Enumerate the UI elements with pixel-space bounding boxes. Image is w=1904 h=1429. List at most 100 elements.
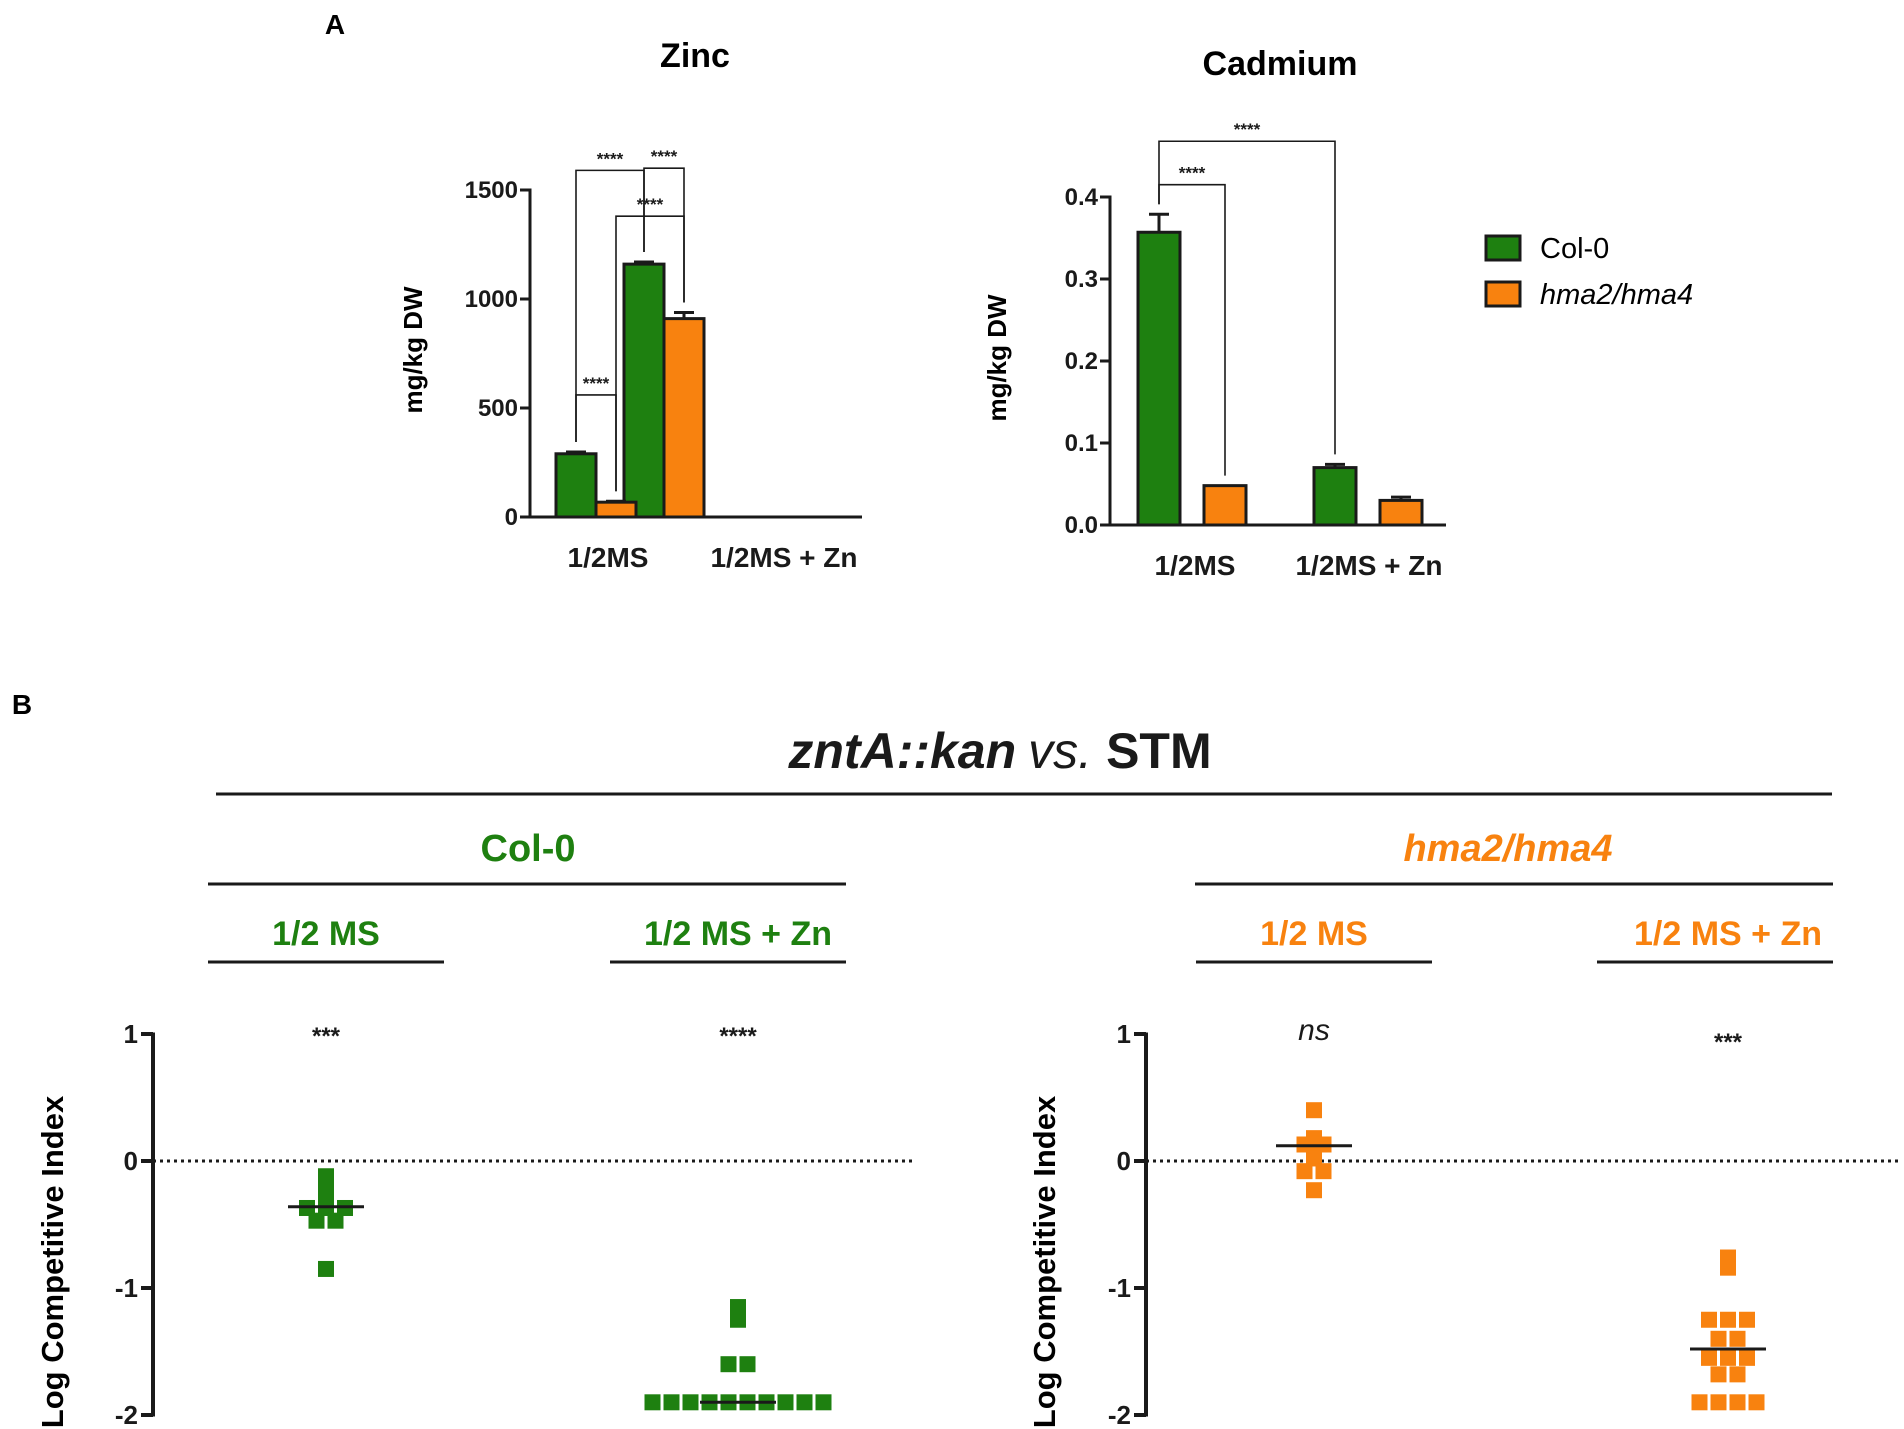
ci_hma-data-point-1: [1729, 1330, 1746, 1347]
cadmium-bar-1-1: [1378, 498, 1424, 527]
ci-hma-y-label: Log Competitive Index: [1027, 1095, 1062, 1428]
cadmium-bar-chart: Cadmium mg/kg DW 0.0 0.1 0.2 0.3 0.4 1/2MS 1/2…: [982, 45, 1446, 581]
panel-b-header: zntA::kan vs. STM Col-0 hma2/hma4 1/2 MS 1…: [208, 723, 1833, 964]
title-vs: vs.: [1028, 723, 1092, 779]
ci_col0-sig-label-1: ****: [719, 1023, 757, 1050]
zinc-sig-label: ****: [651, 147, 678, 166]
legend-label-hma: hma2/hma4: [1540, 279, 1693, 311]
zinc-y-tick-label: 1000: [465, 286, 518, 313]
ci_hma-y-tick-label: -2: [1108, 1400, 1131, 1429]
panel-b-label: B: [12, 689, 32, 720]
ci_col0-data-point-1: [777, 1394, 794, 1411]
legend-swatch-hma: [1484, 280, 1522, 308]
ci_hma-data-point-0: [1306, 1182, 1322, 1199]
ci_hma-data-point-0: [1296, 1163, 1313, 1180]
ci_col0-data-point-0: [308, 1212, 325, 1229]
legend: Col-0 hma2/hma4: [1484, 233, 1693, 311]
cadmium-sig-bracket: [1158, 140, 1336, 455]
zinc-y-tick-label: 0: [505, 504, 518, 531]
cadmium-y-tick-label: 0.1: [1065, 430, 1098, 457]
zinc-sig-label: ****: [637, 195, 664, 214]
cadmium-y-label: mg/kg DW: [982, 294, 1012, 422]
ci_col0-data-point-0: [318, 1260, 334, 1277]
ci_col0-y-tick-label: 1: [124, 1019, 138, 1049]
zinc-bar-0-1: [622, 262, 666, 519]
ci_col0-y-tick-label: -1: [115, 1273, 138, 1303]
ci_col0-data-point-1: [730, 1311, 746, 1328]
ci_col0-sig-label-0: ***: [312, 1023, 341, 1050]
ci_col0-data-point-1: [720, 1356, 737, 1373]
ci_col0-data-point-0: [327, 1212, 344, 1229]
ci_hma-sig-label-0: ns: [1298, 1014, 1330, 1047]
ci_hma-data-point-1: [1729, 1366, 1746, 1383]
zinc-category-label: 1/2MS: [568, 542, 649, 573]
ci_hma-data-point-1: [1710, 1366, 1727, 1383]
genotype-label-col0: Col-0: [481, 828, 576, 870]
condition-label-col0-ms: 1/2 MS: [272, 915, 380, 953]
ci_col0-data-point-1: [644, 1394, 661, 1411]
ci_col0-data-point-1: [730, 1299, 746, 1316]
ci_col0-data-point-0: [318, 1168, 334, 1185]
ci_col0-data-point-1: [682, 1394, 699, 1411]
ci_hma-data-point-0: [1306, 1150, 1322, 1167]
cadmium-category-label: 1/2MS + Zn: [1295, 550, 1442, 581]
ci_hma-y-tick-label: -1: [1108, 1273, 1131, 1303]
cadmium-sig-label: ****: [1234, 120, 1261, 139]
genotype-label-hma: hma2/hma4: [1403, 828, 1612, 870]
ci_hma-data-point-1: [1739, 1311, 1755, 1328]
legend-swatch-col0: [1484, 234, 1522, 262]
ci-col0-y-label: Log Competitive Index: [35, 1095, 70, 1428]
ci_col0-y-tick-label: -2: [115, 1400, 138, 1429]
zinc-sig-bracket: [615, 215, 685, 492]
zinc-sig-label: ****: [583, 374, 610, 393]
ci_hma-data-point-0: [1306, 1102, 1322, 1119]
title-strain: zntA::kan: [787, 723, 1016, 779]
ci_hma-y-tick-label: 1: [1117, 1019, 1131, 1049]
cadmium-y-tick-label: 0.4: [1065, 184, 1099, 211]
cadmium-title: Cadmium: [1203, 45, 1358, 83]
ci_col0-data-point-1: [815, 1394, 832, 1411]
ci_col0-data-point-1: [739, 1356, 756, 1373]
ci_col0-data-point-1: [796, 1394, 813, 1411]
legend-label-col0: Col-0: [1540, 233, 1609, 265]
title-ref: STM: [1106, 723, 1212, 779]
ci_hma-data-point-1: [1710, 1394, 1727, 1411]
ci_hma-data-point-1: [1720, 1349, 1736, 1366]
cadmium-y-tick-label: 0.3: [1065, 266, 1098, 293]
cadmium-y-tick-label: 0.2: [1065, 348, 1098, 375]
zinc-y-tick-label: 1500: [465, 177, 518, 204]
cadmium-bar-0-1: [1312, 466, 1358, 527]
condition-label-hma-ms: 1/2 MS: [1260, 915, 1368, 953]
ci-hma-scatter-chart: Log Competitive Index -2 -1 0 1 ns ***: [1027, 1014, 1900, 1429]
panel-a-label: A: [325, 9, 345, 40]
ci_hma-data-point-1: [1691, 1394, 1708, 1411]
zinc-y-label: mg/kg DW: [398, 286, 428, 414]
ci_hma-data-point-1: [1748, 1394, 1765, 1411]
cadmium-bar-0-0: [1136, 230, 1182, 527]
cadmium-sig-label: ****: [1179, 164, 1206, 183]
zinc-bar-chart: Zinc mg/kg DW 0 500 1000 1500 1/2MS 1/2MS + Z…: [398, 37, 862, 573]
ci_col0-data-point-1: [663, 1394, 680, 1411]
ci_hma-y-tick-label: 0: [1117, 1146, 1131, 1176]
ci_hma-data-point-0: [1315, 1163, 1332, 1180]
ci_hma-data-point-1: [1729, 1394, 1746, 1411]
ci_hma-data-point-1: [1720, 1311, 1736, 1328]
zinc-bar-0-0: [554, 452, 598, 519]
panel-b-title: zntA::kan vs. STM: [787, 723, 1211, 779]
ci-col0-scatter-chart: Log Competitive Index -2-101 *** ****: [35, 1019, 912, 1429]
condition-label-hma-zn: 1/2 MS + Zn: [1634, 915, 1822, 953]
ci_hma-data-point-1: [1710, 1330, 1727, 1347]
zinc-bar-1-1: [662, 317, 706, 519]
ci_hma-data-point-1: [1739, 1349, 1755, 1366]
ci_hma-data-point-1: [1701, 1349, 1717, 1366]
zinc-category-label: 1/2MS + Zn: [710, 542, 857, 573]
zinc-bar-1-0: [594, 500, 638, 519]
ci_hma-data-point-1: [1720, 1259, 1736, 1276]
ci_hma-sig-label-1: ***: [1714, 1029, 1743, 1056]
zinc-title: Zinc: [660, 37, 730, 75]
zinc-y-tick-label: 500: [478, 395, 518, 422]
cadmium-bar-1-0: [1202, 484, 1248, 527]
zinc-sig-label: ****: [597, 149, 624, 168]
cadmium-y-tick-label: 0.0: [1065, 512, 1098, 539]
